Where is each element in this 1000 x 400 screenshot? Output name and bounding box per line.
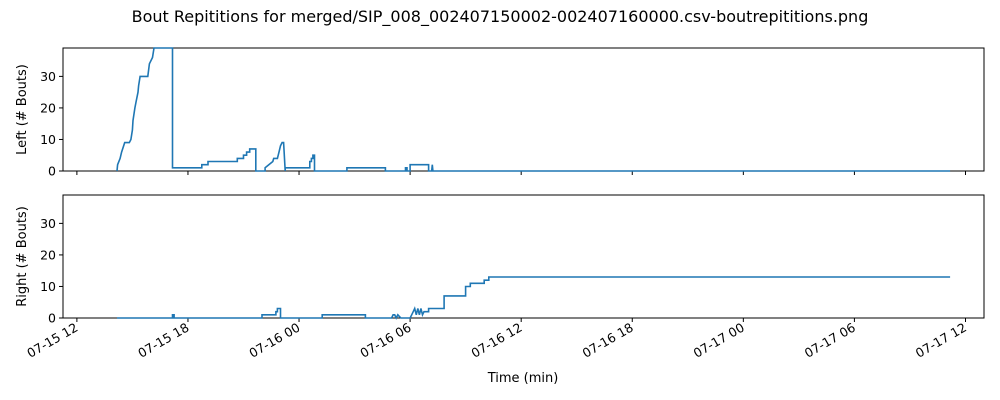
figure-title: Bout Repititions for merged/SIP_008_0024… — [132, 7, 869, 27]
left-plot-frame — [62, 47, 985, 172]
x-tick-label: 07-16 18 — [580, 320, 636, 361]
x-tick-label: 07-16 06 — [357, 320, 413, 361]
left-y-axis-label: Left (# Bouts) — [15, 64, 30, 155]
left-y-axis: 0 10 20 30 — [40, 69, 63, 179]
right-y-axis: 0 10 20 30 — [40, 216, 63, 326]
right-plot-area — [117, 276, 951, 320]
right-y-axis-label: Right (# Bouts) — [15, 206, 30, 307]
y-tick-label: 0 — [48, 311, 56, 326]
y-tick-label: 0 — [48, 164, 56, 179]
right-panel: 0 10 20 30 07-15 12 07-15 18 07-16 00 07-16 06… — [15, 194, 985, 361]
x-tick-label: 07-17 06 — [802, 320, 858, 361]
x-tick-label: 07-17 00 — [691, 320, 747, 361]
y-tick-label: 30 — [40, 216, 56, 231]
left-plot-area — [116, 47, 951, 172]
x-tick-label: 07-17 12 — [913, 320, 969, 361]
series-line — [116, 47, 951, 172]
y-tick-label: 30 — [40, 69, 56, 84]
y-tick-label: 20 — [40, 100, 56, 115]
x-tick-label: 07-16 00 — [246, 320, 302, 361]
series-line — [117, 276, 951, 320]
right-plot-frame — [62, 194, 985, 319]
x-tick-label: 07-15 18 — [135, 320, 191, 361]
left-panel: 0 10 20 30 Left (# Bouts) — [15, 47, 985, 179]
y-tick-label: 10 — [40, 132, 56, 147]
y-tick-label: 20 — [40, 247, 56, 262]
y-tick-label: 10 — [40, 279, 56, 294]
x-tick-label: 07-15 12 — [24, 320, 80, 361]
right-x-axis: 07-15 12 07-15 18 07-16 00 07-16 06 07-16 12… — [24, 318, 969, 361]
x-axis-label: Time (min) — [487, 371, 559, 386]
x-tick-label: 07-16 12 — [469, 320, 525, 361]
